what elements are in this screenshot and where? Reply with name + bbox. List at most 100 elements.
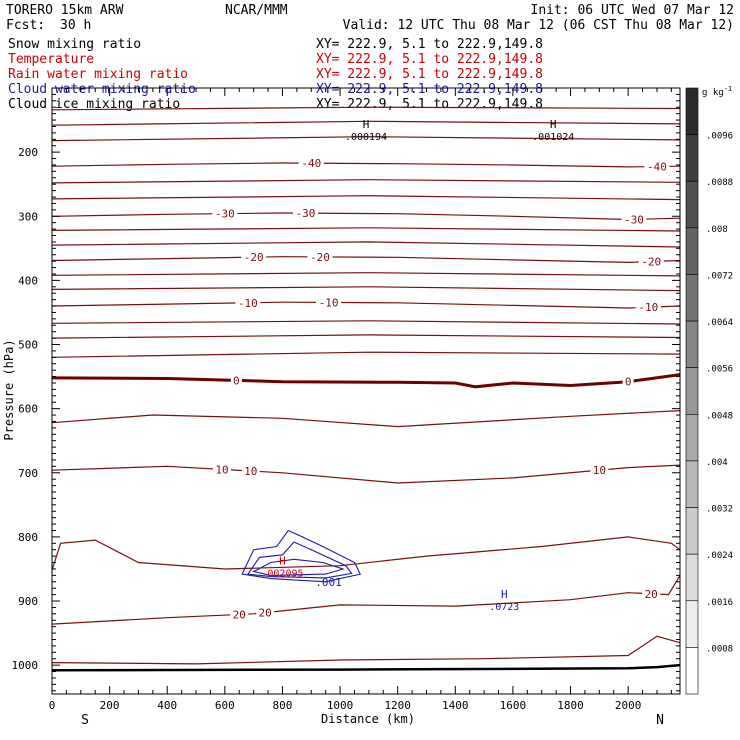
isotherm-line xyxy=(51,464,681,484)
x-tick-label: 1600 xyxy=(500,699,527,712)
colorbar-cell xyxy=(685,227,699,275)
isotherm-label-bg xyxy=(590,464,609,477)
isotherm-label-bg xyxy=(293,207,319,220)
isotherm-line xyxy=(51,120,681,126)
extremum-high-marker: H xyxy=(550,118,557,131)
y-tick-label: 600 xyxy=(18,403,38,416)
colorbar-label: .0072 xyxy=(706,271,733,281)
y-tick-label: 300 xyxy=(18,210,38,223)
isotherm-label-bg xyxy=(241,464,260,477)
x-tick-label: 2000 xyxy=(615,699,642,712)
isotherm-label: 20 xyxy=(645,588,658,601)
y-tick-label: 700 xyxy=(18,467,38,480)
cloud-water-contours xyxy=(241,529,362,583)
isotherm-label: -40 xyxy=(301,157,321,170)
field-xy: XY= 222.9, 5.1 to 222.9,149.8 xyxy=(316,37,543,52)
colorbar-cell xyxy=(685,414,699,462)
extremum-high-marker: H xyxy=(363,118,370,131)
colorbar-cell xyxy=(685,367,699,415)
isotherm-line xyxy=(51,635,681,665)
labeled-isotherms: -40 -40 -30 -30 -30 -20 -20 -20 -10 -10 -10 0 0 10 10 1… xyxy=(51,157,681,625)
extremum-high-marker: H xyxy=(501,588,508,601)
x-tick-label: 0 xyxy=(49,699,56,712)
isotherm-label: 10 xyxy=(593,464,606,477)
isotherm-line xyxy=(51,301,681,309)
isotherm-label-bg xyxy=(621,213,647,226)
y-axis-label: Pressure (hPa) xyxy=(2,339,16,440)
x-tick-label: 1400 xyxy=(442,699,469,712)
init-time: Init: 06 UTC Wed 07 Mar 12 xyxy=(531,3,735,18)
isotherm-line xyxy=(51,320,681,325)
isotherm-line xyxy=(51,106,681,111)
colorbar: .0096 .0088 .008 .0072 .0064 .0056 .0048 .004 .0… xyxy=(685,87,733,695)
isotherm-label: 20 xyxy=(259,607,272,620)
isotherm-line xyxy=(51,241,681,248)
colorbar-label: .008 xyxy=(706,225,728,235)
isotherm-label: 0 xyxy=(233,374,240,387)
cloud-water-contour xyxy=(246,541,353,579)
isotherm-label-bg xyxy=(307,250,333,263)
isotherm-label-bg xyxy=(642,587,661,600)
isotherm-line xyxy=(51,136,681,142)
isotherm-line xyxy=(51,179,681,184)
field-xy: XY= 222.9, 5.1 to 222.9,149.8 xyxy=(316,67,543,82)
plot-frame xyxy=(51,87,681,695)
field-list: Snow mixing ratio XY= 222.9, 5.1 to 222.9… xyxy=(8,37,543,112)
cloud-water-contour xyxy=(252,558,345,576)
colorbar-label: .004 xyxy=(706,458,728,468)
isotherm-label-bg xyxy=(230,608,249,621)
isotherm-label: 10 xyxy=(215,463,228,476)
isotherm-label: -20 xyxy=(641,256,661,269)
colorbar-label: .0056 xyxy=(706,365,733,375)
colorbar-label: .0008 xyxy=(706,644,733,654)
colorbar-cell xyxy=(685,180,699,229)
isotherm-label: -30 xyxy=(215,208,235,221)
plot-area: -40 -40 -30 -30 -30 -20 -20 -20 -10 -10 -10 0 0 10 10 1… xyxy=(51,106,681,672)
colorbar-cell xyxy=(685,274,699,322)
colorbar-cell xyxy=(685,320,699,368)
x-tick-label: 1200 xyxy=(384,699,411,712)
isotherm-label: -10 xyxy=(319,296,339,309)
colorbar-label: .0096 xyxy=(706,132,733,142)
colorbar-label: .0016 xyxy=(706,598,733,608)
model-title: TORERO 15km ARW xyxy=(6,3,124,18)
x-tick-label: 1800 xyxy=(557,699,584,712)
extremum-high-marker: H xyxy=(279,554,286,567)
institution: NCAR/MMM xyxy=(225,3,288,18)
field-name: Temperature xyxy=(8,52,94,67)
colorbar-cell xyxy=(685,553,699,602)
colorbar-cell xyxy=(685,507,699,555)
y-tick-label: 200 xyxy=(18,146,38,159)
fcst-value: 30 h xyxy=(60,18,91,33)
y-tick-label: 800 xyxy=(18,531,38,544)
colorbar-label: .0048 xyxy=(706,411,733,421)
isotherm-line xyxy=(51,256,681,264)
isotherm-label-bg xyxy=(635,301,661,314)
isotherm-label: 20 xyxy=(233,608,246,621)
isotherm-label: 0 xyxy=(625,376,632,389)
north-label: N xyxy=(656,713,664,728)
isotherm-line xyxy=(51,272,681,277)
isotherm-label: -10 xyxy=(238,297,258,310)
field-name: Cloud water mixing ratio xyxy=(8,82,196,97)
isotherm-line xyxy=(51,286,681,292)
field-name: Rain water mixing ratio xyxy=(8,67,188,82)
field-name: Cloud ice mixing ratio xyxy=(8,97,180,112)
colorbar-label: .0032 xyxy=(706,505,733,515)
x-tick-label: 600 xyxy=(215,699,235,712)
unlabeled-isotherms xyxy=(51,106,681,665)
field-name: Snow mixing ratio xyxy=(8,37,141,52)
surface-pressure-line xyxy=(51,663,681,672)
isotherm-line xyxy=(51,351,681,358)
isotherm-label-bg xyxy=(298,157,324,170)
isotherm-line xyxy=(51,162,681,168)
colorbar-label: .0064 xyxy=(706,318,733,328)
colorbar-cell xyxy=(685,647,699,695)
isotherm-label-bg xyxy=(622,375,634,388)
x-axis: 0 200 400 600 800 1000 1200 1400 1600 1800 2000 xyxy=(49,88,672,712)
colorbar-label: .0088 xyxy=(706,178,733,188)
isotherm-line xyxy=(51,536,681,571)
isotherm-label: -10 xyxy=(638,301,658,314)
extremum-value: .001024 xyxy=(532,132,574,143)
